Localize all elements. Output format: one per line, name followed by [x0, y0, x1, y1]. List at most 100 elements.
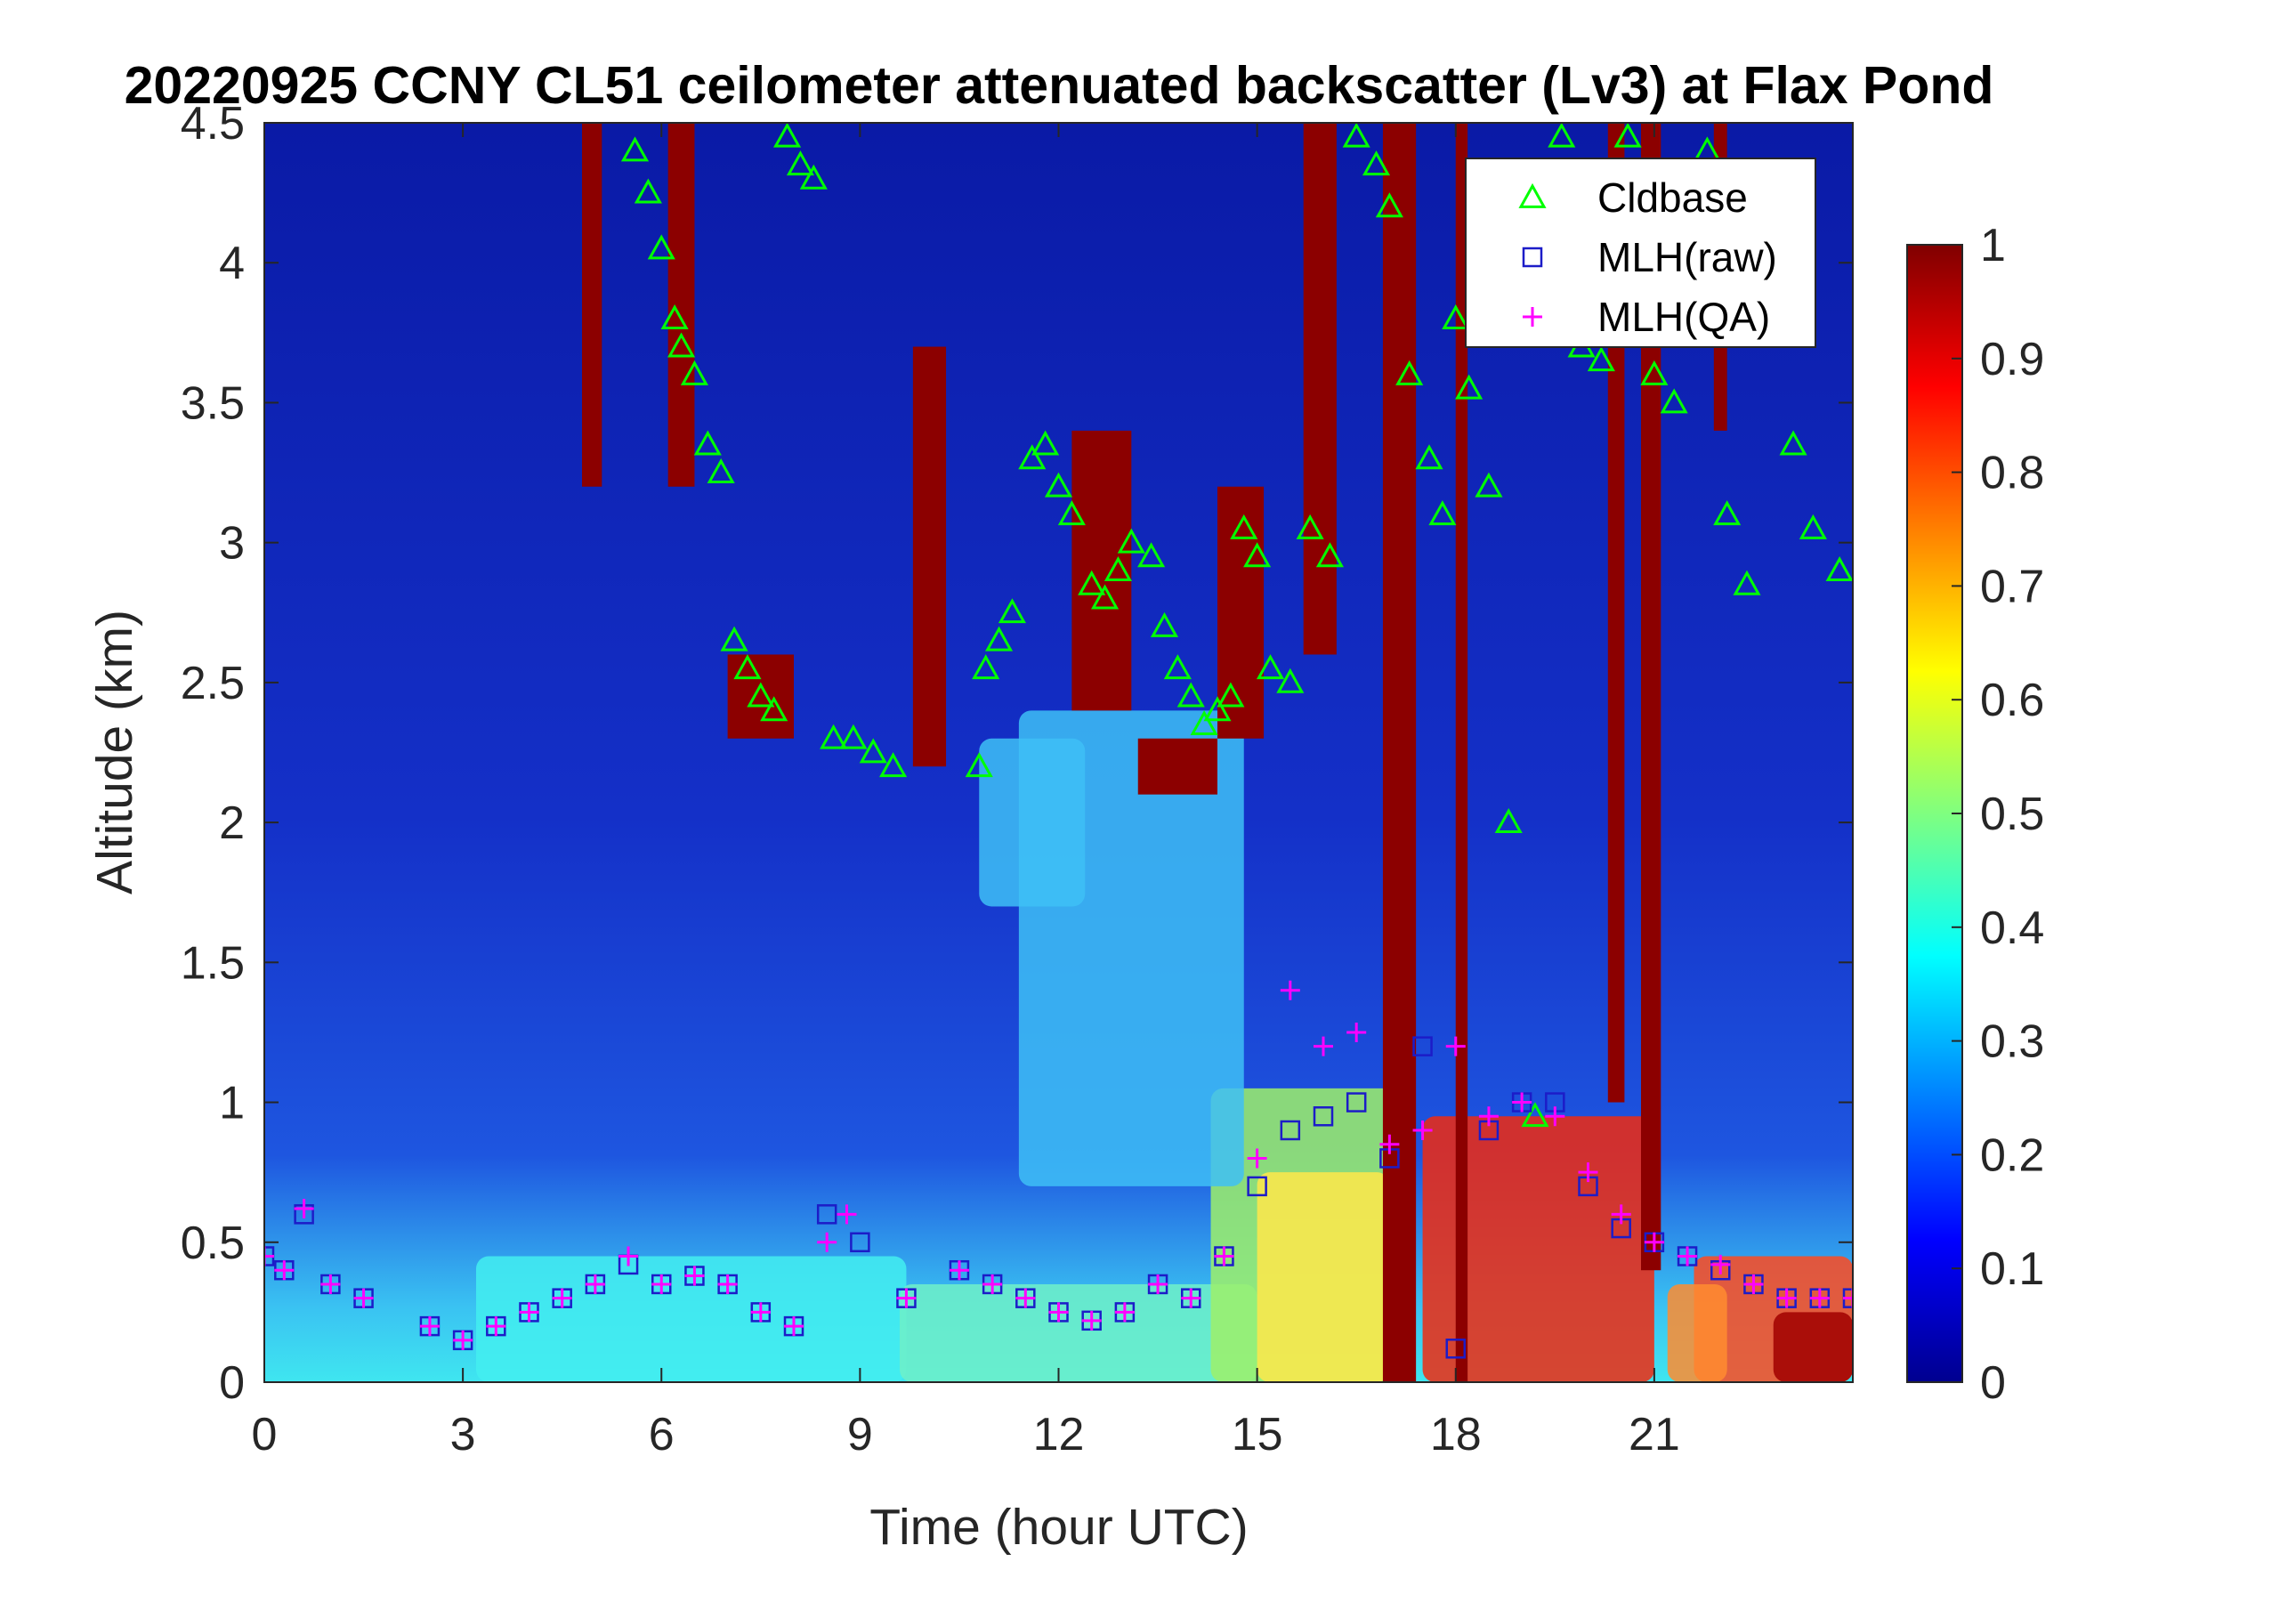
- mlh-qa-marker: [1015, 1288, 1036, 1308]
- mlh-qa-marker: [1445, 1036, 1466, 1056]
- mlh-qa-marker: [949, 1260, 969, 1281]
- legend-mlh-qa-label: MLH(QA): [1597, 294, 1770, 340]
- x-tick-label: 0: [252, 1409, 278, 1460]
- mlh-qa-marker: [294, 1199, 314, 1219]
- colorbar-tick-label: 1: [1980, 220, 2006, 271]
- mlh-qa-marker: [274, 1260, 295, 1281]
- mlh-qa-marker: [552, 1288, 572, 1308]
- cloud-layer-region: [1137, 738, 1217, 795]
- cloud-layer-region: [1455, 123, 1468, 1382]
- cldbase-marker: [985, 626, 1014, 651]
- mlh-qa-marker: [1710, 1254, 1731, 1274]
- cldbase-marker: [1375, 192, 1403, 218]
- mlh-qa-marker: [1776, 1288, 1797, 1308]
- x-axis: 0 3 6 9 12 15 18 21: [252, 123, 1680, 1460]
- mlh-qa-marker: [1148, 1274, 1168, 1294]
- cldbase-marker: [1276, 668, 1305, 693]
- heatmap-region: [476, 1256, 907, 1382]
- colorbar-tick-label: 0.6: [1980, 675, 2044, 726]
- mlh-qa-marker: [1314, 1036, 1333, 1056]
- mlh-raw-marker: [1280, 1120, 1301, 1141]
- mlh-qa-marker: [618, 1246, 639, 1266]
- heatmap-region: [979, 738, 1086, 907]
- colorbar-tick-label: 0: [1980, 1357, 2006, 1409]
- mlh-raw-marker: [850, 1232, 870, 1253]
- cldbase-marker: [1315, 542, 1344, 568]
- cldbase-marker: [1362, 150, 1391, 176]
- cldbase-marker: [1044, 472, 1073, 498]
- cldbase-marker: [707, 457, 735, 483]
- cldbase-marker: [1243, 542, 1272, 568]
- cldbase-marker: [1296, 514, 1324, 539]
- cldbase-marker: [1137, 542, 1166, 568]
- mlh-raw-marker: [1412, 1036, 1433, 1056]
- heatmap-region: [1667, 1283, 1727, 1382]
- cldbase-marker: [972, 654, 1000, 680]
- cldbase-marker: [1587, 346, 1615, 372]
- cldbase-marker: [733, 654, 762, 680]
- y-tick-label: 2: [219, 797, 245, 849]
- mlh-qa-marker: [1181, 1288, 1201, 1308]
- cldbase-marker: [799, 164, 828, 190]
- legend-mlh-raw-label: MLH(raw): [1597, 234, 1777, 280]
- colorbar-ticks: 0 0.1 0.2 0.3 0.4 0.5 0.6 0.7 0.8 0.9 1: [1952, 220, 2044, 1409]
- cldbase-marker: [1163, 654, 1192, 680]
- cldbase-marker: [1190, 709, 1218, 735]
- cloud-layer-region: [727, 654, 794, 739]
- cldbase-marker: [1713, 500, 1742, 526]
- legend-mlh-raw-symbol: [1522, 247, 1543, 268]
- cldbase-marker: [760, 696, 788, 722]
- mlh-qa-marker: [419, 1316, 440, 1337]
- mlh-qa-marker: [1214, 1246, 1234, 1266]
- mlh-qa-marker: [1843, 1288, 1853, 1308]
- cldbase-marker: [1521, 1102, 1549, 1128]
- mlh-qa-marker: [1611, 1204, 1631, 1225]
- cldbase-marker: [1150, 611, 1179, 637]
- cldbase-marker: [1640, 360, 1669, 385]
- y-tick-label: 4: [219, 238, 245, 289]
- y-axis-label: Altitude (km): [86, 610, 143, 894]
- x-tick-label: 18: [1430, 1409, 1482, 1460]
- x-axis-label: Time (hour UTC): [869, 1499, 1248, 1556]
- cldbase-marker: [1428, 500, 1457, 526]
- cldbase-marker: [1256, 654, 1285, 680]
- cldbase-marker: [1078, 570, 1106, 595]
- mlh-qa-marker: [1809, 1288, 1830, 1308]
- colorbar-tick-label: 0.4: [1980, 902, 2044, 954]
- legend-mlh-qa-symbol: [1523, 307, 1542, 327]
- mlh-qa-marker: [353, 1288, 374, 1308]
- mlh-qa-marker: [1081, 1310, 1102, 1331]
- cldbase-marker: [1825, 556, 1853, 582]
- cldbase-marker: [1660, 388, 1688, 414]
- y-tick-label: 2.5: [181, 658, 245, 709]
- cldbase-marker: [1342, 123, 1370, 148]
- mlh-qa-marker: [1280, 980, 1300, 1000]
- mlh-qa-marker: [896, 1288, 917, 1308]
- cldbase-marker: [859, 738, 887, 764]
- cldbase-marker: [667, 332, 696, 358]
- colorbar-tick-label: 0.7: [1980, 561, 2044, 612]
- series-markers: [264, 123, 1853, 1359]
- cldbase-marker: [720, 626, 748, 651]
- mlh-qa-marker: [1346, 1022, 1367, 1042]
- mlh-qa-marker: [1114, 1302, 1135, 1323]
- y-tick-label: 3.5: [181, 377, 245, 429]
- legend-cldbase-label: Cldbase: [1597, 174, 1748, 221]
- cldbase-marker: [747, 682, 775, 708]
- y-tick-label: 3: [219, 518, 245, 570]
- mlh-qa-marker: [1412, 1121, 1433, 1140]
- cloud-layer-region: [667, 123, 695, 487]
- cldbase-marker: [998, 598, 1026, 624]
- cldbase-marker: [1117, 528, 1145, 554]
- y-tick-label: 0.5: [181, 1218, 245, 1269]
- cloud-layer-region: [1071, 430, 1132, 711]
- mlh-qa-marker: [982, 1274, 1003, 1294]
- cloud-layer-region: [582, 123, 602, 487]
- mlh-qa-marker: [684, 1266, 705, 1286]
- cldbase-marker: [1230, 514, 1258, 539]
- cldbase-marker: [660, 304, 689, 330]
- colorbar-tick-label: 0.8: [1980, 448, 2044, 499]
- mlh-qa-marker: [1578, 1162, 1598, 1183]
- cldbase-marker: [1395, 360, 1424, 385]
